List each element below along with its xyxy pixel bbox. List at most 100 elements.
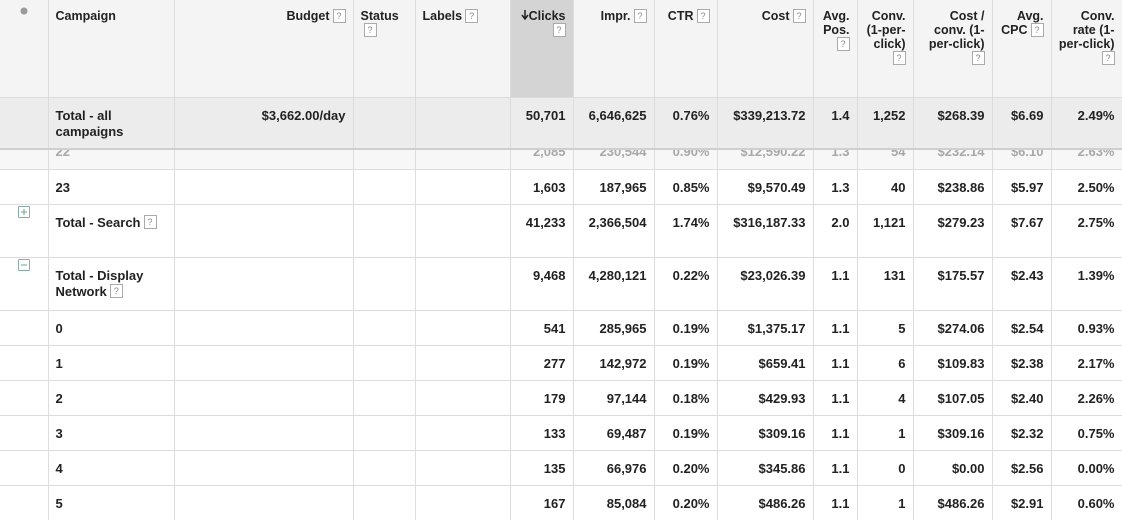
metric-value: 179	[543, 390, 566, 406]
metric-cell: 1.1	[813, 380, 858, 416]
metric-cell: 1.1	[813, 415, 858, 451]
metric-cell: 0.19%	[654, 415, 718, 451]
column-header[interactable]: Impr.?	[573, 0, 655, 98]
metric-value: 6	[898, 355, 906, 371]
labels-cell	[415, 485, 511, 520]
labels-cell	[415, 204, 511, 258]
labels-cell	[415, 169, 511, 205]
help-icon[interactable]: ?	[971, 51, 985, 65]
campaign-row: 1 277 142,972 0.19% $659.41 1.1 6 $109.83 $2.38 2…	[0, 345, 1122, 381]
row-icon	[0, 169, 49, 205]
column-header[interactable]: Budget?	[174, 0, 354, 98]
metric-value: 1,603	[532, 179, 566, 195]
metric-cell: $2.91	[992, 485, 1052, 520]
metric-cell: 4,280,121	[573, 257, 655, 311]
metric-value: 0.18%	[672, 390, 710, 406]
metric-cell: $316,187.33	[717, 204, 814, 258]
metric-value: 0	[898, 460, 906, 476]
metric-value: $659.41	[758, 355, 806, 371]
metric-cell: $12,590.22	[717, 149, 814, 170]
help-icon[interactable]: ?	[1101, 51, 1115, 65]
metric-value: 2.50%	[1077, 179, 1115, 195]
campaign-link[interactable]: 4	[55, 460, 63, 476]
column-header[interactable]: Conv. (1-per-click)?	[857, 0, 914, 98]
metric-cell: 2.17%	[1051, 345, 1122, 381]
metric-value: $2.32	[1010, 425, 1044, 441]
metric-value: $2.54	[1010, 320, 1044, 336]
metric-cell: 1.74%	[654, 204, 718, 258]
help-icon[interactable]: ?	[1030, 23, 1044, 37]
column-header[interactable]: Clicks?	[510, 0, 574, 98]
metric-cell: $2.43	[992, 257, 1052, 311]
column-header[interactable]: Avg. Pos.?	[813, 0, 858, 98]
help-icon[interactable]: ?	[332, 9, 346, 23]
help-icon[interactable]: ?	[792, 9, 806, 23]
metric-value: 133	[543, 425, 566, 441]
help-icon[interactable]: ?	[465, 9, 479, 23]
metric-cell: 541	[510, 310, 574, 346]
campaign-link[interactable]: Total - Search	[55, 214, 141, 230]
campaign-link[interactable]: Total - Display Network	[55, 267, 144, 299]
campaign-link[interactable]: 5	[55, 495, 63, 511]
metric-value: 1.39%	[1077, 267, 1115, 283]
column-header[interactable]: Status?	[353, 0, 416, 98]
campaign-link[interactable]: 22	[55, 149, 70, 159]
campaign-name: Total - Display Network?	[48, 257, 175, 311]
campaign-row: 4 135 66,976 0.20% $345.86 1.1 0 $0.00 $2.56 0.00…	[0, 450, 1122, 486]
metric-value: 2.75%	[1077, 214, 1115, 230]
budget-cell: $3,662.00/day	[174, 97, 354, 150]
column-header[interactable]: Labels?	[415, 0, 511, 98]
help-icon[interactable]: ?	[143, 214, 157, 229]
campaign-link[interactable]: 0	[55, 320, 63, 336]
header-text: Campaign	[55, 9, 116, 23]
metric-value: 97,144	[606, 390, 647, 406]
metric-cell: 0.20%	[654, 485, 718, 520]
status-cell	[353, 450, 416, 486]
column-header[interactable]: Avg. CPC?	[992, 0, 1052, 98]
metric-value: 1.3	[831, 179, 850, 195]
metric-cell: 0.90%	[654, 149, 718, 170]
help-icon[interactable]: ?	[109, 283, 123, 298]
campaign-link[interactable]: 2	[55, 390, 63, 406]
campaign-link[interactable]: 3	[55, 425, 63, 441]
column-header[interactable]: Campaign	[48, 0, 175, 98]
metric-cell: 1.3	[813, 149, 858, 170]
campaign-link[interactable]: 23	[55, 179, 70, 195]
campaign-link[interactable]: Total - all campaigns	[55, 107, 124, 139]
campaign-name: 22	[48, 149, 175, 170]
help-icon[interactable]: ?	[552, 23, 566, 37]
budget-cell	[174, 310, 354, 346]
metric-cell: 1,252	[857, 97, 914, 150]
budget-cell	[174, 345, 354, 381]
metric-cell: $6.69	[992, 97, 1052, 150]
metric-cell: $279.23	[913, 204, 993, 258]
metric-cell: $659.41	[717, 345, 814, 381]
metric-value: 0.85%	[672, 179, 710, 195]
column-header[interactable]: Conv. rate (1-per-click)?	[1051, 0, 1122, 98]
campaign-name: 0	[48, 310, 175, 346]
metric-cell: 1,121	[857, 204, 914, 258]
metric-value: 0.76%	[672, 107, 710, 123]
column-header[interactable]: Cost?	[717, 0, 814, 98]
select-all[interactable]	[0, 0, 49, 98]
campaign-link[interactable]: 1	[55, 355, 63, 371]
metric-value: 1	[898, 425, 906, 441]
help-icon[interactable]: ?	[696, 9, 710, 23]
metric-value: 4	[898, 390, 906, 406]
row-icon[interactable]	[0, 204, 49, 258]
header-text: Avg. CPC	[1001, 9, 1044, 37]
help-icon[interactable]: ?	[836, 37, 850, 51]
metric-value: 131	[883, 267, 906, 283]
column-header[interactable]: Cost / conv. (1-per-click)?	[913, 0, 993, 98]
row-icon[interactable]	[0, 257, 49, 311]
metric-cell: $2.40	[992, 380, 1052, 416]
help-icon[interactable]: ?	[633, 9, 647, 23]
help-icon[interactable]: ?	[363, 23, 377, 37]
help-icon[interactable]: ?	[892, 51, 906, 65]
metric-cell: 1.1	[813, 257, 858, 311]
metric-value: 142,972	[599, 355, 647, 371]
header-text: Clicks	[528, 9, 566, 23]
metric-cell: 0.93%	[1051, 310, 1122, 346]
campaign-name: 23	[48, 169, 175, 205]
column-header[interactable]: CTR?	[654, 0, 718, 98]
